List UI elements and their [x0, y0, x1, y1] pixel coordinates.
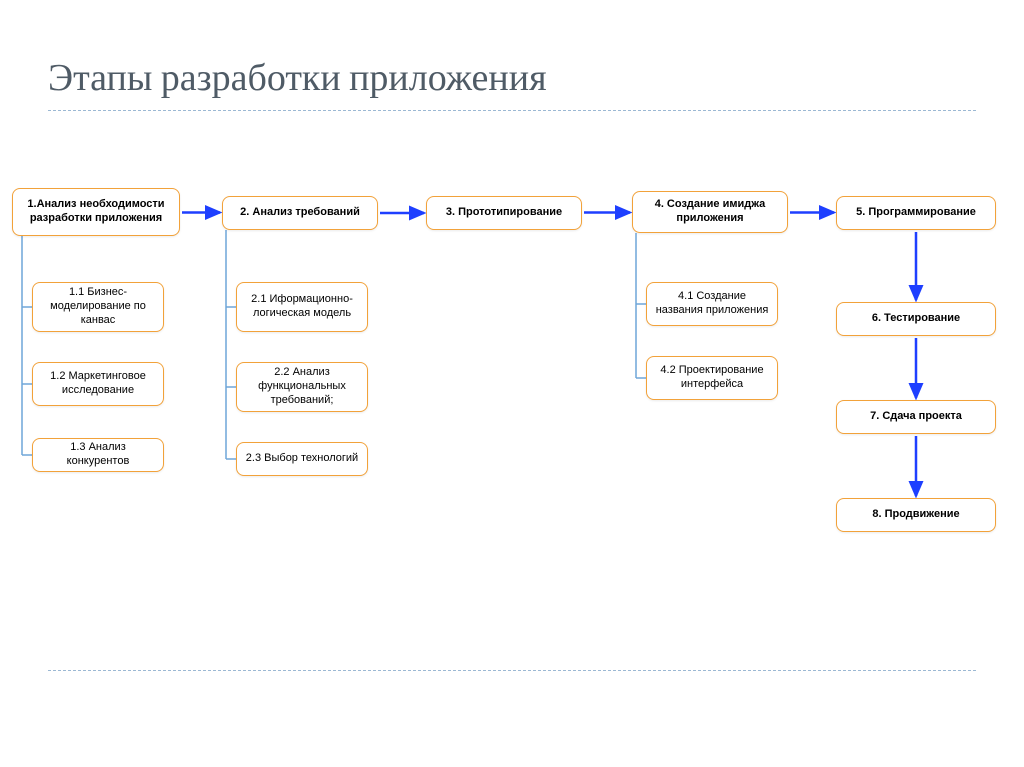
node-n7: 7. Сдача проекта	[836, 400, 996, 434]
node-n8: 8. Продвижение	[836, 498, 996, 532]
node-n12: 1.2 Маркетинговое исследование	[32, 362, 164, 406]
node-n5: 5. Программирование	[836, 196, 996, 230]
node-n4: 4. Создание имиджа приложения	[632, 191, 788, 233]
node-n1: 1.Анализ необходимости разработки прилож…	[12, 188, 180, 236]
node-n23: 2.3 Выбор технологий	[236, 442, 368, 476]
node-n3: 3. Прототипирование	[426, 196, 582, 230]
node-n11: 1.1 Бизнес-моделирование по канвас	[32, 282, 164, 332]
node-n21: 2.1 Иформационно-логическая модель	[236, 282, 368, 332]
node-n13: 1.3 Анализ конкурентов	[32, 438, 164, 472]
node-n6: 6. Тестирование	[836, 302, 996, 336]
node-n42: 4.2 Проектирование интерфейса	[646, 356, 778, 400]
node-n2: 2. Анализ требований	[222, 196, 378, 230]
node-n22: 2.2 Анализ функциональных требований;	[236, 362, 368, 412]
flow-diagram: 1.Анализ необходимости разработки прилож…	[0, 0, 1024, 767]
node-n41: 4.1 Создание названия приложения	[646, 282, 778, 326]
